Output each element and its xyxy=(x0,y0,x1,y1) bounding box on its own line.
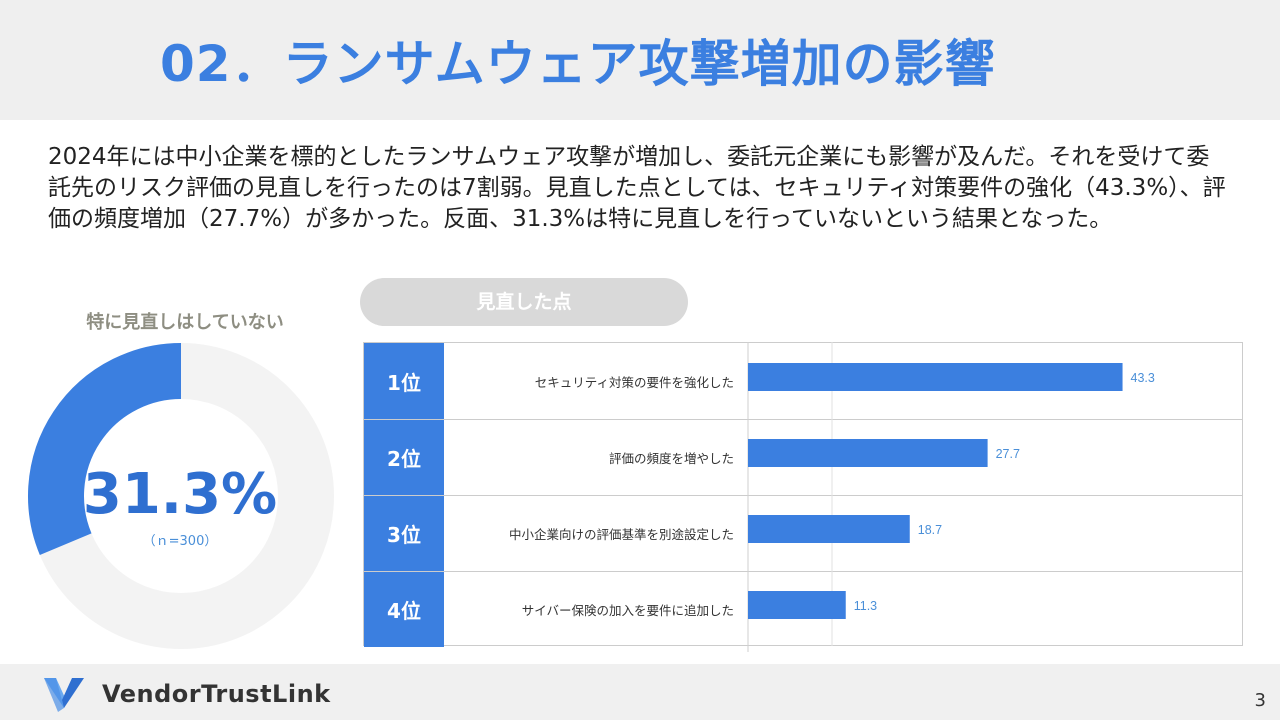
ranking-row: 1位 セキュリティ対策の要件を強化した xyxy=(364,343,1242,419)
bar-chart: 43.3 27.7 18.7 11.3 xyxy=(747,342,1155,652)
brand-name: VendorTrustLink xyxy=(102,680,331,708)
category-label: セキュリティ対策の要件を強化した xyxy=(534,374,734,390)
summary-text: 2024年には中小企業を標的としたランサムウェア攻撃が増加し、委託元企業にも影響… xyxy=(48,144,1226,232)
rank-badge: 2位 xyxy=(364,420,444,495)
bar-value-label: 43.3 xyxy=(1131,371,1155,385)
donut-chart xyxy=(28,343,334,649)
category-label: 中小企業向けの評価基準を別途設定した xyxy=(508,527,734,542)
footer-band xyxy=(0,664,1280,720)
bar xyxy=(748,515,910,543)
bar xyxy=(748,363,1123,391)
ranking-row: 4位 サイバー保険の加入を要件に追加した xyxy=(364,571,1242,647)
page-number: 3 xyxy=(1254,690,1266,711)
bar-value-label: 18.7 xyxy=(918,523,942,537)
page-title: 02．ランサムウェア攻撃増加の影響 xyxy=(160,35,996,93)
bar xyxy=(748,439,988,467)
ranking-row: 2位 評価の頻度を増やした xyxy=(364,419,1242,495)
header-band xyxy=(0,0,1280,120)
category-label: 評価の頻度を増やした xyxy=(608,451,734,466)
ranking-table: 1位 セキュリティ対策の要件を強化した 2位 評価の頻度を増やした 3位 中小企… xyxy=(363,342,1243,647)
bar-value-label: 11.3 xyxy=(854,599,877,613)
rank-badge: 1位 xyxy=(364,343,444,419)
rank-badge: 3位 xyxy=(364,496,444,571)
donut-slice-highlight xyxy=(28,343,182,555)
rank-badge: 4位 xyxy=(364,572,444,647)
donut-value-label: 31.3% xyxy=(82,462,278,527)
bar-value-label: 27.7 xyxy=(996,447,1020,461)
donut-title: 特に見直しはしていない xyxy=(86,312,284,333)
category-label: サイバー保険の加入を要件に追加した xyxy=(521,603,734,618)
bar xyxy=(748,591,846,619)
v-logo-icon xyxy=(44,678,84,712)
donut-sample-size: （ｎ=300） xyxy=(142,534,218,549)
ranking-row: 3位 中小企業向けの評価基準を別途設定した xyxy=(364,495,1242,571)
bar-panel-title: 見直した点 xyxy=(360,278,688,326)
